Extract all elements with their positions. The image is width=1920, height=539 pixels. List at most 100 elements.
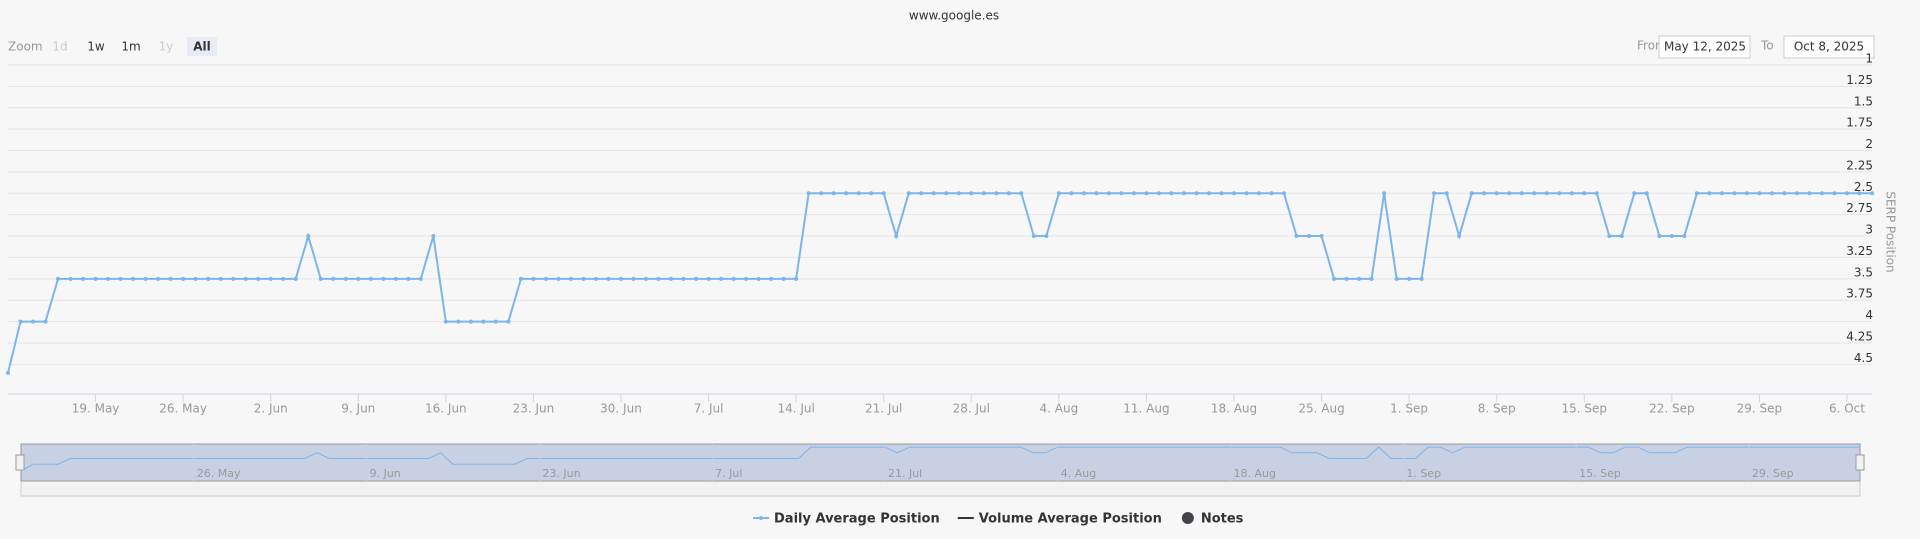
data-point (1269, 191, 1274, 196)
data-point (1019, 191, 1024, 196)
data-point (1294, 234, 1299, 239)
data-point (831, 191, 836, 196)
data-point (1807, 191, 1812, 196)
data-point (431, 234, 436, 239)
data-point (1519, 191, 1524, 196)
x-tick-label: 11. Aug (1123, 402, 1169, 416)
data-point (568, 276, 573, 281)
data-point (944, 191, 949, 196)
data-point (268, 276, 273, 281)
from-input[interactable] (1658, 35, 1751, 59)
to-input[interactable] (1783, 35, 1875, 59)
y-tick-label: 4.25 (1846, 329, 1873, 343)
data-point (56, 276, 61, 281)
data-point (1106, 191, 1111, 196)
data-point (1657, 234, 1662, 239)
navigator-tick-label: 1. Sep (1406, 467, 1441, 480)
to-value[interactable]: Oct 8, 2025 (1794, 40, 1864, 54)
data-point (731, 276, 736, 281)
legend-item[interactable]: Notes (1201, 512, 1244, 527)
data-point (81, 276, 86, 281)
data-point (406, 276, 411, 281)
data-point (1282, 191, 1287, 196)
navigator-tick-label: 7. Jul (715, 467, 742, 480)
data-point (706, 276, 711, 281)
zoom-button[interactable]: 1m (121, 40, 140, 54)
legend-item[interactable]: Volume Average Position (979, 512, 1162, 527)
data-point (869, 191, 874, 196)
data-point (1131, 191, 1136, 196)
y-axis-title: SERP Position (1884, 191, 1898, 272)
data-point (694, 276, 699, 281)
navigator-handle[interactable] (15, 454, 25, 471)
zoom-button[interactable]: 1w (87, 40, 105, 54)
data-point (1407, 276, 1412, 281)
y-tick-label: 1 (1865, 52, 1873, 66)
data-point (131, 276, 136, 281)
navigator-tick-label: 15. Sep (1579, 467, 1621, 480)
zoom-button-bg[interactable] (187, 37, 217, 56)
data-point (1719, 191, 1724, 196)
from-value[interactable]: May 12, 2025 (1664, 40, 1746, 54)
data-point (231, 276, 236, 281)
x-tick-label: 30. Jun (600, 402, 642, 416)
to-label: To (1760, 39, 1774, 53)
data-point (456, 319, 461, 324)
data-point (1006, 191, 1011, 196)
data-point (381, 276, 386, 281)
y-tick-label: 1.25 (1846, 73, 1873, 87)
data-point (981, 191, 986, 196)
data-point (243, 276, 248, 281)
data-point (1307, 234, 1312, 239)
data-point (1156, 191, 1161, 196)
legend-symbol[interactable] (759, 516, 763, 520)
data-point (368, 276, 373, 281)
navigator-tick-label: 23. Jun (542, 467, 580, 480)
y-tick-label: 2 (1865, 137, 1873, 151)
data-point (1632, 191, 1637, 196)
data-point (1382, 191, 1387, 196)
data-point (206, 276, 211, 281)
data-point (906, 191, 911, 196)
data-point (1419, 276, 1424, 281)
data-point (1231, 191, 1236, 196)
data-point (281, 276, 286, 281)
data-point (1582, 191, 1587, 196)
x-tick-label: 1. Sep (1390, 402, 1428, 416)
data-point (1069, 191, 1074, 196)
data-point (844, 191, 849, 196)
data-point (919, 191, 924, 196)
y-tick-label: 1.75 (1846, 116, 1873, 130)
zoom-button[interactable]: 1d (52, 40, 67, 54)
data-point (1794, 191, 1799, 196)
x-tick-label: 14. Jul (777, 402, 814, 416)
legend-symbol[interactable] (1181, 512, 1194, 524)
y-tick-label: 3.5 (1854, 265, 1873, 279)
data-point (218, 276, 223, 281)
data-point (1619, 234, 1624, 239)
data-point (193, 276, 198, 281)
x-tick-label: 26. May (159, 402, 207, 416)
data-point (1744, 191, 1749, 196)
data-point (1194, 191, 1199, 196)
data-point (1494, 191, 1499, 196)
x-tick-label: 18. Aug (1211, 402, 1257, 416)
navigator-selection[interactable] (20, 443, 1861, 482)
zoom-button[interactable]: 1y (159, 40, 174, 54)
zoom-button[interactable]: All (193, 40, 211, 54)
data-point (1031, 234, 1036, 239)
data-point (1394, 276, 1399, 281)
navigator-handle[interactable] (1855, 454, 1865, 471)
data-point (794, 276, 799, 281)
legend-item[interactable]: Daily Average Position (774, 512, 940, 527)
data-point (1332, 276, 1337, 281)
y-tick-label: 2.75 (1846, 201, 1873, 215)
data-point (393, 276, 398, 281)
data-point (894, 234, 899, 239)
data-point (1219, 191, 1224, 196)
data-point (994, 191, 999, 196)
data-point (1181, 191, 1186, 196)
navigator-line (20, 446, 1860, 472)
data-point (543, 276, 548, 281)
